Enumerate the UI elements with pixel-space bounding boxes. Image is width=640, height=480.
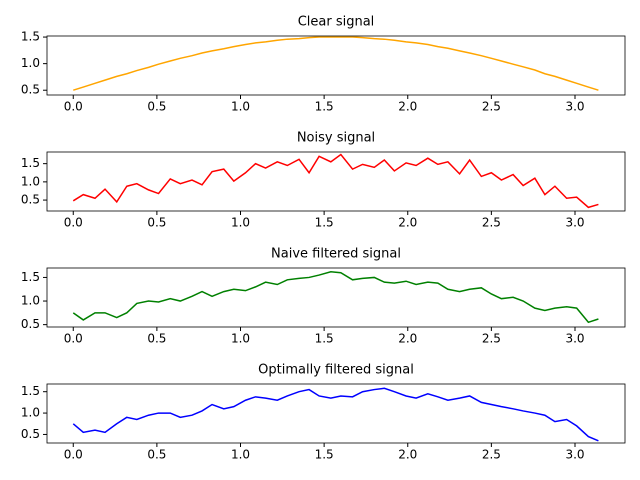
axes-frame [46,35,626,96]
y-tick-label: 0.5 [21,317,40,331]
x-tick-label: 2.5 [482,100,501,114]
y-tick-label: 1.0 [21,174,40,188]
x-tick-label: 0.0 [64,216,83,230]
y-tick-label: 0.5 [21,83,40,97]
x-tick-label: 3.0 [565,448,584,462]
y-tick-label: 1.0 [21,406,40,420]
subplot-title: Noisy signal [297,131,375,146]
signal-line [72,271,599,324]
x-tick-label: 0.5 [147,448,166,462]
x-tick-label: 1.0 [231,448,250,462]
y-tick-label: 1.0 [21,56,40,70]
subplot-title: Clear signal [298,15,375,30]
x-tick-label: 1.5 [315,332,334,346]
x-tick-label: 2.5 [482,332,501,346]
y-tick-label: 1.5 [21,384,40,398]
y-tick-label: 1.5 [21,156,40,170]
x-tick-label: 3.0 [565,100,584,114]
y-tick-label: 0.5 [21,427,40,441]
x-tick-label: 0.5 [147,100,166,114]
y-tick-label: 1.5 [21,270,40,284]
x-tick-label: 1.5 [315,448,334,462]
y-tick-label: 0.5 [21,193,40,207]
x-tick-label: 1.0 [231,332,250,346]
x-tick-label: 0.0 [64,332,83,346]
x-tick-label: 0.5 [147,216,166,230]
x-tick-label: 0.0 [64,448,83,462]
signal-line [72,387,599,442]
x-tick-label: 2.0 [398,332,417,346]
y-tick-label: 1.5 [21,30,40,44]
x-tick-label: 2.5 [482,216,501,230]
x-tick-label: 2.0 [398,448,417,462]
signal-line [72,153,599,209]
x-tick-label: 1.0 [231,216,250,230]
x-tick-label: 3.0 [565,332,584,346]
x-tick-label: 0.0 [64,100,83,114]
x-tick-label: 2.5 [482,448,501,462]
axes-frame [46,383,626,444]
x-tick-label: 0.5 [147,332,166,346]
axes-frame [46,267,626,328]
x-tick-label: 1.0 [231,100,250,114]
subplot-title: Naive filtered signal [271,247,401,262]
x-tick-label: 1.5 [315,100,334,114]
y-tick-label: 1.0 [21,294,40,308]
x-tick-label: 2.0 [398,100,417,114]
x-tick-label: 3.0 [565,216,584,230]
subplot-title: Optimally filtered signal [258,363,414,378]
x-tick-label: 2.0 [398,216,417,230]
axes-frame [46,151,626,212]
signal-line [73,36,599,91]
x-tick-label: 1.5 [315,216,334,230]
